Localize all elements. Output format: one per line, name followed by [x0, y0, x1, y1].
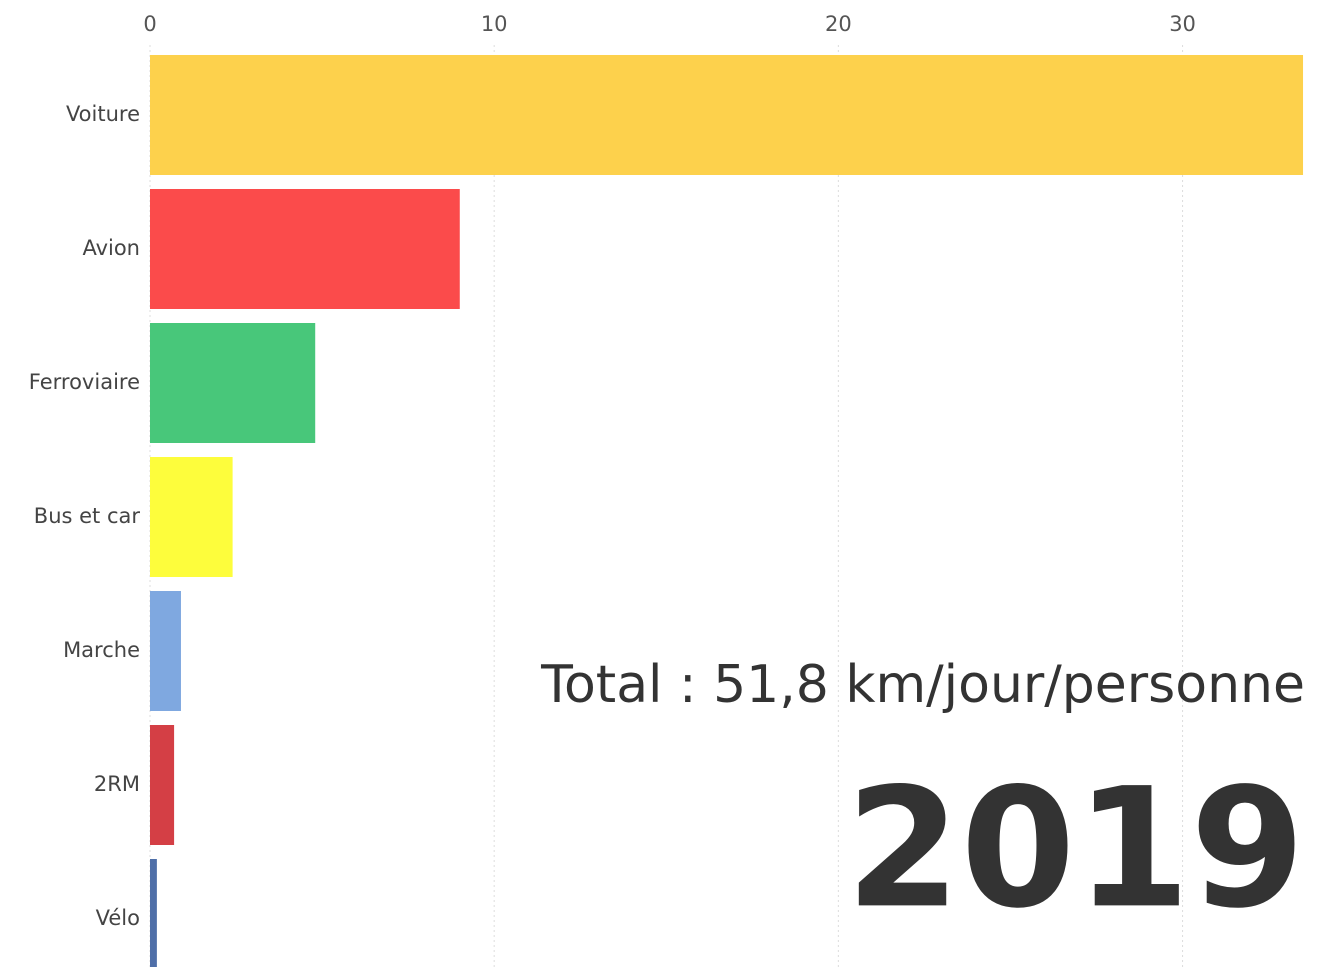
x-tick-label: 20	[825, 12, 852, 36]
bar	[150, 859, 157, 967]
x-tick-label: 0	[143, 12, 156, 36]
category-label: Marche	[63, 638, 140, 662]
x-tick-label: 30	[1169, 12, 1196, 36]
bar	[150, 591, 181, 711]
category-label: Ferroviaire	[29, 370, 140, 394]
bar	[150, 55, 1304, 175]
x-tick-label: 10	[481, 12, 508, 36]
bar	[150, 457, 233, 577]
bar	[150, 725, 175, 845]
category-label: Bus et car	[34, 504, 141, 528]
bar	[150, 189, 460, 309]
category-label: Voiture	[66, 102, 140, 126]
category-label: 2RM	[94, 772, 140, 796]
category-label: Avion	[82, 236, 140, 260]
bar	[150, 323, 316, 443]
category-label: Vélo	[96, 906, 140, 930]
period-label: 2019	[846, 752, 1305, 944]
total-annotation: Total : 51,8 km/jour/personne	[540, 655, 1305, 715]
